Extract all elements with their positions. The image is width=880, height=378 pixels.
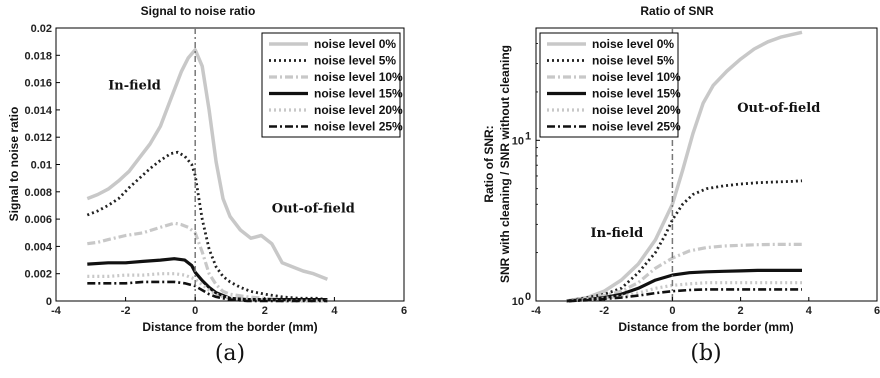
panel-a-series-line-2: [87, 221, 328, 302]
panel-b-y-tick-label: 10: [512, 296, 524, 308]
panel-a-y-tick-label: 0.01: [31, 160, 52, 172]
panel-b-x-tick-label: -2: [599, 305, 609, 317]
panel-b-series-line-1: [566, 179, 803, 303]
panel-b-legend-label-5: noise level 25%: [592, 120, 681, 134]
panel-a-x-tick-label: 4: [331, 305, 338, 317]
panel-a-annotation-in-field: In-field: [108, 78, 161, 93]
panel-a-y-axis-label: Signal to noise ratio: [7, 107, 21, 222]
panel-b-legend-label-0: noise level 0%: [592, 37, 674, 51]
panel-b-y-tick-exponent: 1: [525, 130, 531, 142]
panel-b-legend: noise level 0% noise level 5% noise level …: [539, 32, 681, 138]
panel-a-series-line-5: [87, 280, 328, 303]
panel-b-annotation-out-of-field: Out-of-field: [737, 101, 820, 116]
panel-a-y-tick-label: 0.006: [24, 214, 52, 226]
panel-b-x-tick-label: 4: [806, 305, 813, 317]
panel-b-y-tick-label: 10: [512, 135, 524, 147]
panel-a-y-tick-label: 0.02: [31, 23, 52, 35]
panel-a-title: Signal to noise ratio: [141, 4, 256, 18]
panel-a-lines: [86, 28, 329, 303]
panel-b-legend-box: [539, 32, 679, 138]
panel-a-ticks: -4 -2 0 2 4 6 0 0.002 0.004 0.006 0.008 0.01 0.012 0.…: [24, 23, 407, 317]
panel-a-x-tick-label: -2: [121, 305, 131, 317]
panel-a-y-tick-label: 0.018: [24, 50, 52, 62]
panel-b-legend-label-1: noise level 5%: [592, 54, 674, 68]
panel-b-legend-label-3: noise level 15%: [592, 87, 681, 101]
panel-a-x-tick-label: -4: [51, 305, 62, 317]
panel-a-x-tick-label: 2: [262, 305, 268, 317]
panel-b-x-tick-label: -4: [531, 305, 542, 317]
panel-b-y-axis-label-line-1: Ratio of SNR:: [482, 125, 496, 202]
panel-b-caption: (b): [690, 341, 721, 366]
panel-b-x-tick-label: 0: [669, 305, 675, 317]
panel-a-legend-label-3: noise level 15%: [314, 87, 403, 101]
panel-b-x-tick-label: 6: [874, 305, 880, 317]
panel-b-legend-label-2: noise level 10%: [592, 70, 681, 84]
panel-b-x-tick-label: 2: [738, 305, 744, 317]
panel-a-y-tick-label: 0.014: [24, 105, 52, 117]
panel-a-legend-label-4: noise level 20%: [314, 103, 403, 117]
panel-a-series-line-1: [86, 150, 328, 301]
panel-a-legend-label-0: noise level 0%: [314, 37, 396, 51]
panel-a-legend: noise level 0% noise level 5% noise level …: [261, 32, 403, 138]
panel-b-legend-label-4: noise level 20%: [592, 103, 681, 117]
panel-a-annotation-out-of-field: Out-of-field: [272, 201, 355, 216]
panel-a-y-tick-label: 0.012: [24, 132, 52, 144]
panel-b-title: Ratio of SNR: [640, 4, 714, 18]
panel-a-legend-label-1: noise level 5%: [314, 54, 396, 68]
panel-a-x-tick-label: 6: [401, 305, 407, 317]
panel-a-series-line-0: [86, 48, 329, 281]
panel-b-x-axis-label: Distance from the border (mm): [618, 320, 793, 334]
panel-a-legend-label-2: noise level 10%: [314, 70, 403, 84]
panel-a-y-tick-label: 0.002: [24, 269, 52, 281]
panel-b-annotation-in-field: In-field: [591, 226, 644, 241]
panel-a-y-tick-label: 0.008: [24, 187, 52, 199]
panel-a-legend-box: [261, 32, 401, 138]
panel-a-y-tick-label: 0.016: [24, 78, 52, 90]
panel-b-y-axis-label-line-2: SNR with cleaning / SNR without cleaning: [498, 45, 512, 283]
panel-a-y-tick-label: 0: [46, 296, 52, 308]
panel-a-x-tick-label: 0: [192, 305, 198, 317]
panel-a-x-axis-label: Distance from the border (mm): [142, 320, 317, 334]
panel-a-y-tick-label: 0.004: [24, 241, 52, 253]
panel-b-y-tick-exponent: 0: [525, 291, 531, 303]
panel-a-caption: (a): [215, 341, 245, 366]
panel-a-legend-label-5: noise level 25%: [314, 120, 403, 134]
panel-b-series-line-0: [566, 30, 803, 303]
panel-b-series-line-4: [566, 281, 802, 303]
panel-a-snr: Signal to noise ratio -4 -2 0 2 4 6 0 0.002 0.00…: [7, 4, 407, 366]
